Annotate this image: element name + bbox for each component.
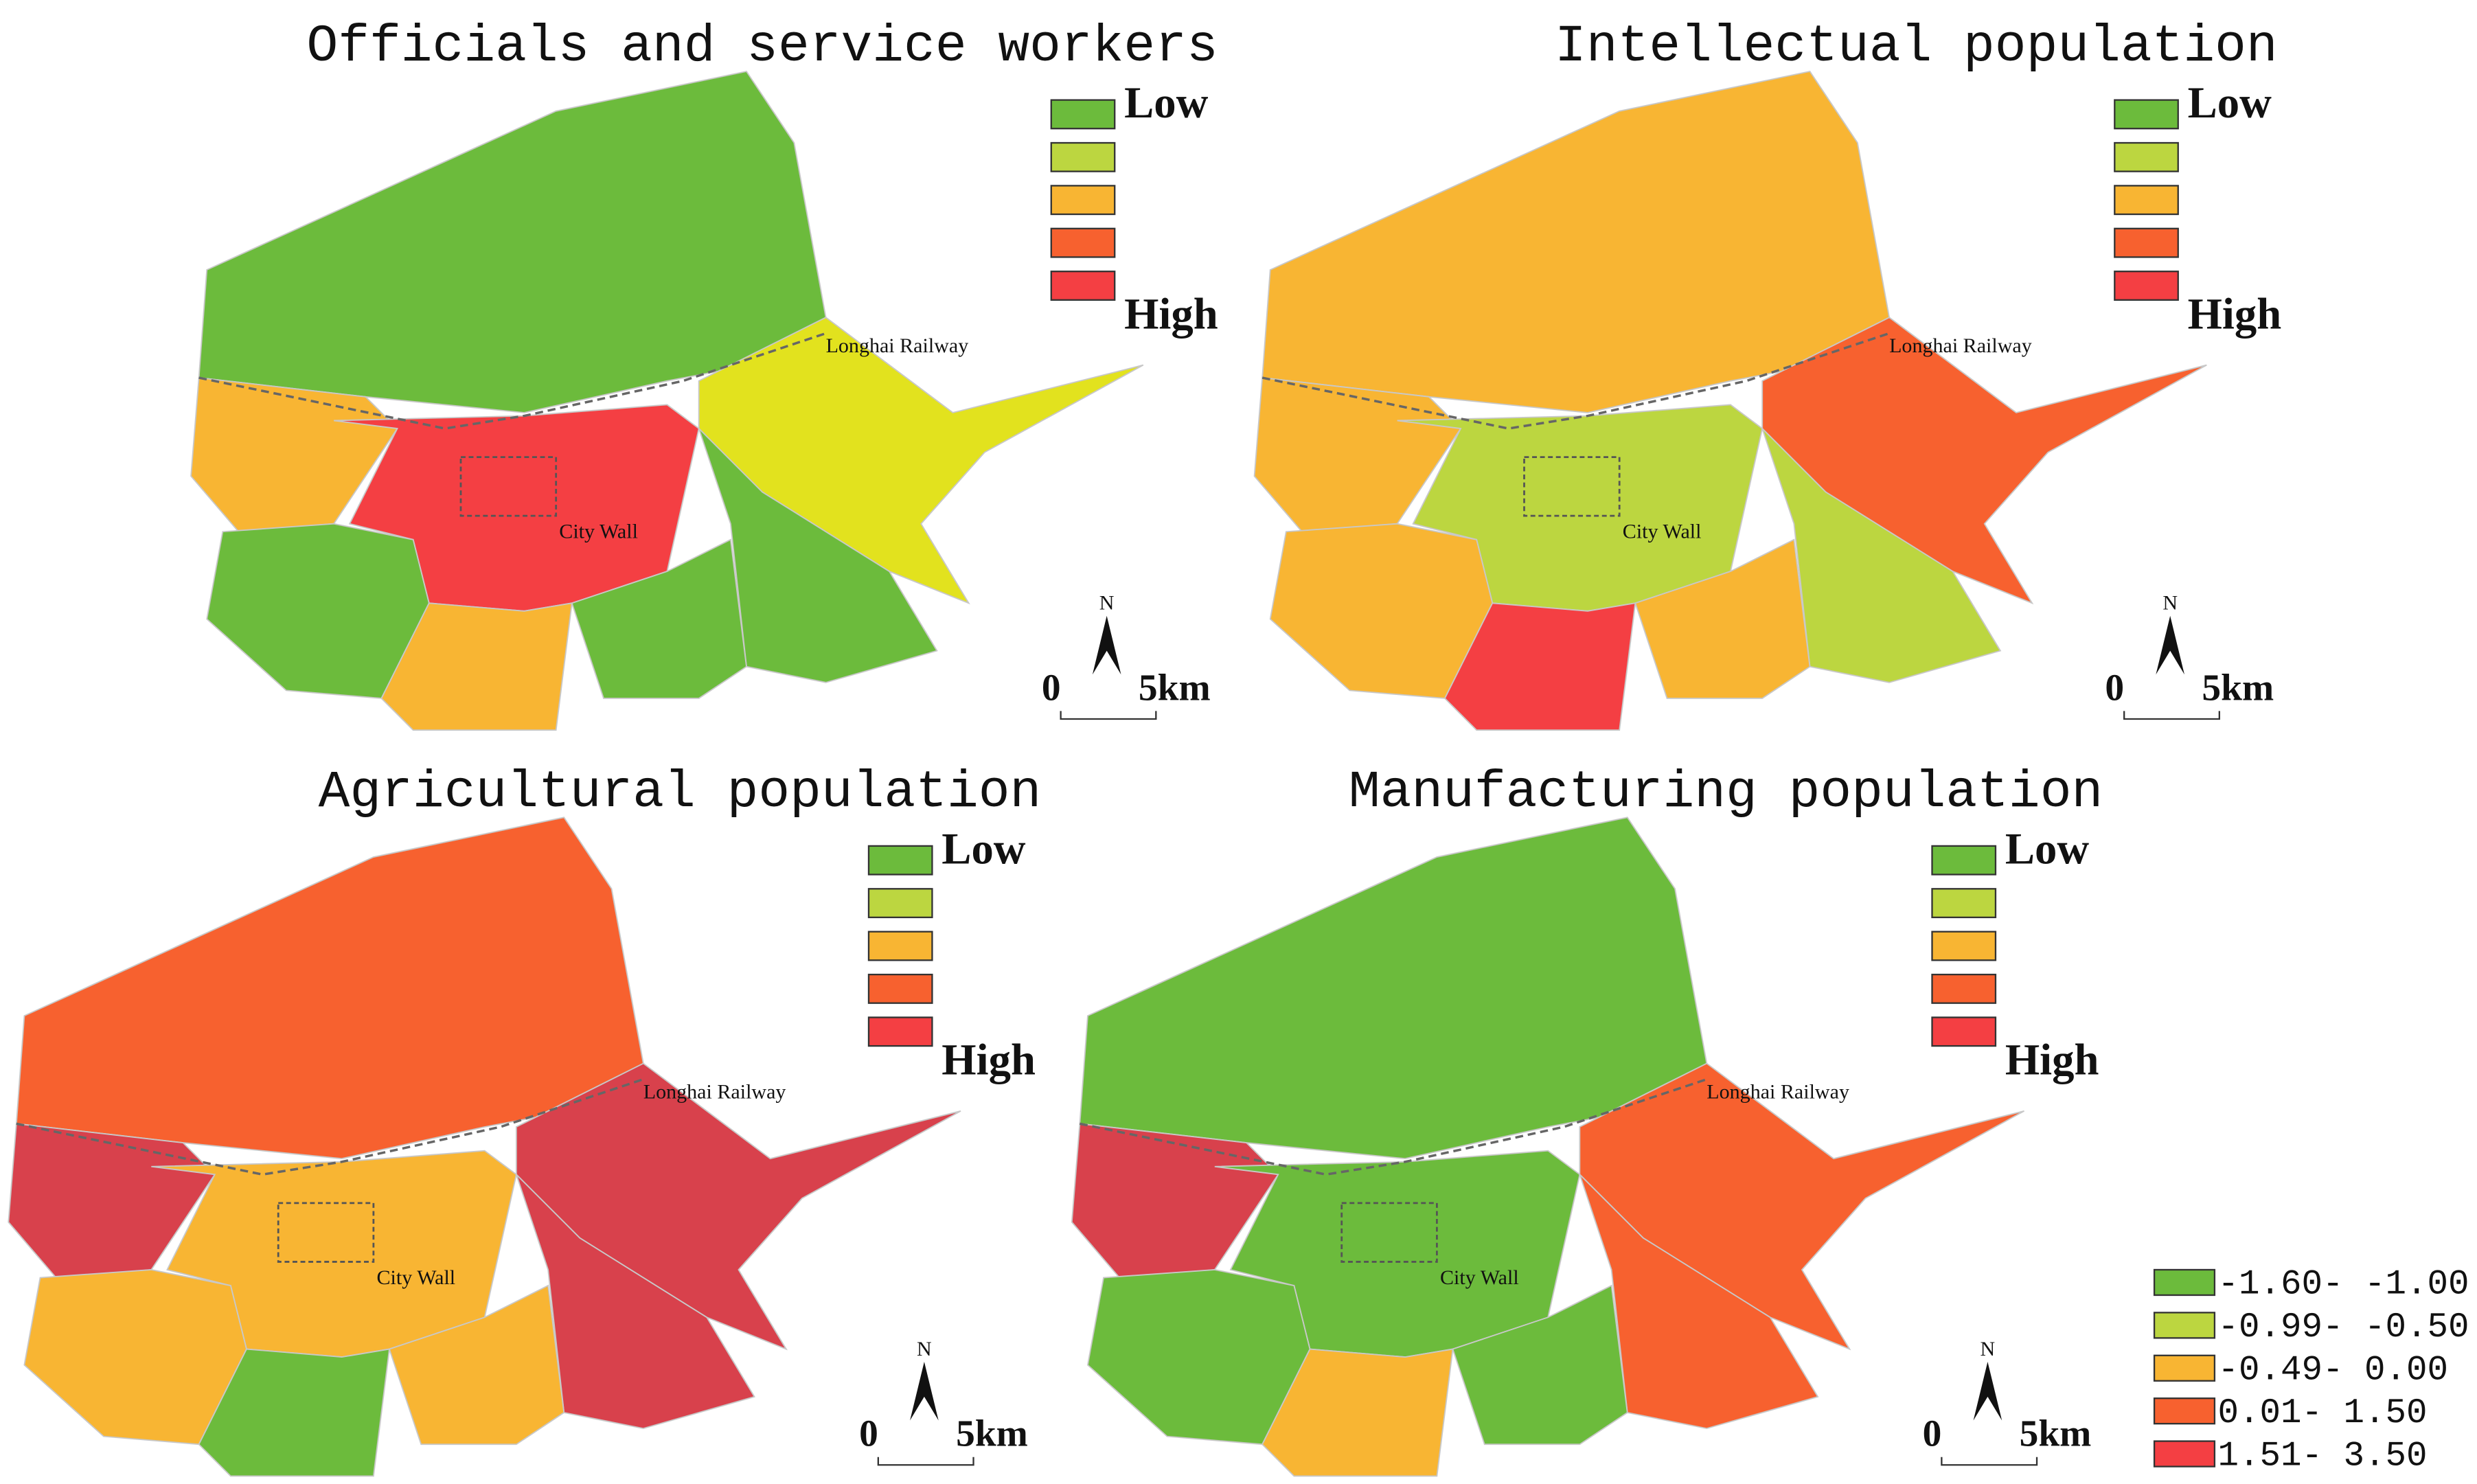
- legend-range: -0.49- 0.00: [2218, 1351, 2449, 1390]
- district: [516, 1174, 755, 1430]
- legend-high: High: [2188, 288, 2282, 338]
- scale-length: 5km: [2202, 666, 2274, 708]
- legend-swatch: [1931, 1016, 1997, 1047]
- scale-bar: [2123, 711, 2220, 720]
- legend-swatch: [2153, 1440, 2216, 1468]
- city-wall-label: City Wall: [559, 521, 638, 543]
- city-wall: [1523, 456, 1621, 517]
- legend-swatch: [2114, 227, 2179, 258]
- legend-swatch: [2153, 1268, 2216, 1297]
- legend-range: 1.51- 3.50: [2218, 1437, 2428, 1476]
- district: [388, 1284, 565, 1446]
- scale-zero: 0: [859, 1413, 878, 1454]
- panel-title: Officials and service workers: [307, 17, 1218, 76]
- scale-bar: [1941, 1457, 2038, 1466]
- district: [198, 70, 827, 413]
- legend-swatch: [1050, 227, 1116, 258]
- north-arrow: [1092, 615, 1121, 675]
- district: [15, 817, 644, 1160]
- legend-swatch: [2114, 99, 2179, 130]
- legend-swatch: [867, 1016, 933, 1047]
- railway-label: Longhai Railway: [1889, 334, 2032, 357]
- legend-swatch: [2153, 1312, 2216, 1339]
- legend-swatch: [2114, 271, 2179, 301]
- scale-bar: [877, 1457, 974, 1466]
- scale-length: 5km: [2020, 1413, 2092, 1454]
- railway-label: Longhai Railway: [1706, 1080, 1849, 1103]
- north-label: N: [2162, 592, 2178, 615]
- north-arrow: [910, 1362, 939, 1421]
- north-label: N: [917, 1338, 932, 1360]
- legend-swatch: [2114, 185, 2179, 216]
- legend-swatch: [2153, 1397, 2216, 1425]
- legend-low: Low: [2005, 823, 2090, 873]
- legend-swatch: [1050, 99, 1116, 130]
- legend-low: Low: [1124, 78, 1209, 127]
- district: [1079, 817, 1708, 1160]
- railway: [16, 1077, 644, 1176]
- north-label: N: [1981, 1338, 1996, 1360]
- legend-swatch: [867, 845, 933, 876]
- scale-length: 5km: [956, 1413, 1028, 1454]
- scale-bar: [1060, 711, 1157, 720]
- legend-low: Low: [2188, 78, 2272, 127]
- district: [1634, 538, 1811, 699]
- legend-swatch: [1931, 845, 1997, 876]
- district: [1452, 1284, 1628, 1446]
- district: [1262, 70, 1891, 413]
- railway: [198, 332, 827, 430]
- legend-swatch: [1931, 931, 1997, 961]
- city-wall: [459, 456, 558, 517]
- legend-range: 0.01- 1.50: [2218, 1394, 2428, 1433]
- legend-high: High: [941, 1035, 1036, 1084]
- legend-swatch: [867, 931, 933, 961]
- railway-label: Longhai Railway: [826, 334, 969, 357]
- legend-range: -0.99- -0.50: [2218, 1308, 2469, 1347]
- district: [1579, 1174, 1819, 1430]
- panel-title: Agricultural population: [319, 763, 1042, 822]
- legend-swatch: [1931, 888, 1997, 919]
- panel-title: Manufacturing population: [1349, 763, 2103, 822]
- district: [571, 538, 748, 699]
- legend-swatch: [2114, 141, 2179, 172]
- north-label: N: [1099, 592, 1115, 615]
- city-wall: [277, 1202, 375, 1263]
- legend-high: High: [2005, 1035, 2099, 1084]
- railway-label: Longhai Railway: [643, 1080, 786, 1103]
- railway: [1080, 1077, 1707, 1176]
- legend-swatch: [1931, 973, 1997, 1004]
- legend-swatch: [867, 888, 933, 919]
- city-wall-label: City Wall: [1623, 521, 1702, 543]
- panel-title: Intellectual population: [1555, 17, 2278, 76]
- city-wall: [1340, 1202, 1438, 1263]
- scale-length: 5km: [1139, 666, 1211, 708]
- map-panel: Longhai Railway City Wall Low High N 0 5km Manu…: [1071, 763, 2103, 1477]
- legend-high: High: [1124, 288, 1218, 338]
- legend-low: Low: [941, 823, 1026, 873]
- north-arrow: [2156, 615, 2184, 675]
- legend-swatch: [1050, 141, 1116, 172]
- legend-swatch: [1050, 185, 1116, 216]
- map-panel: Longhai Railway City Wall Low High N 0 5km Inte…: [1253, 17, 2282, 731]
- legend-range: -1.60- -1.00: [2218, 1266, 2469, 1305]
- district: [1761, 428, 2002, 683]
- legend-swatch: [2153, 1354, 2216, 1382]
- city-wall-label: City Wall: [1440, 1266, 1519, 1289]
- scale-zero: 0: [1923, 1413, 1942, 1454]
- railway: [1262, 332, 1890, 430]
- scale-zero: 0: [2105, 666, 2124, 708]
- scale-zero: 0: [1042, 666, 1061, 708]
- map-panel: Longhai Railway City Wall Low High N 0 5km Agri…: [8, 763, 1042, 1477]
- district: [698, 428, 938, 683]
- city-wall-label: City Wall: [377, 1266, 456, 1289]
- legend-swatch: [1050, 271, 1116, 301]
- map-panel: Longhai Railway City Wall Low High N 0 5km Offi…: [190, 17, 1218, 731]
- legend-swatch: [867, 973, 933, 1004]
- north-arrow: [1973, 1362, 2002, 1421]
